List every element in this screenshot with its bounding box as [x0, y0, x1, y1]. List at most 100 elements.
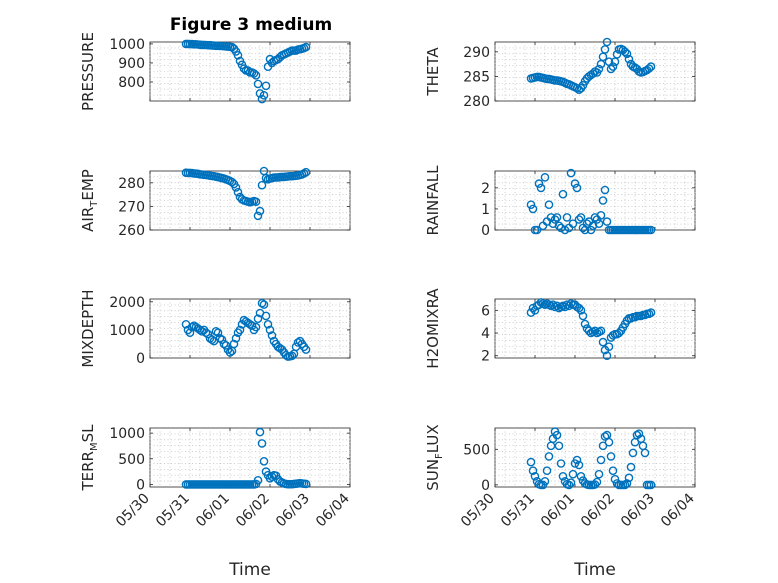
data-point: [578, 311, 588, 321]
data-point: [255, 89, 265, 98]
x-tick-label: 06/03: [618, 491, 658, 531]
series-points: [526, 37, 656, 94]
x-tick-label: 06/01: [193, 491, 233, 531]
data-point: [247, 321, 257, 331]
y-tick-label: 280: [118, 176, 145, 192]
data-point: [534, 179, 544, 188]
data-point: [201, 328, 211, 338]
data-point: [598, 337, 608, 347]
subplot-mixdepth: 0 1000 2000 MIXDEPTH: [79, 289, 351, 368]
y-tick-label: 0: [481, 223, 490, 239]
data-point: [562, 213, 572, 222]
data-point: [211, 326, 221, 336]
y-tick-label: 290: [463, 45, 490, 61]
subplot-sun_flux: 0 500 SUNFLUX 05/30 05/31 06/01 06/02 06/03 06/0…: [424, 424, 698, 580]
data-point: [602, 351, 612, 361]
data-point: [263, 319, 273, 329]
data-point: [564, 480, 574, 490]
y-tick-label: 4: [481, 326, 490, 342]
data-point: [604, 437, 614, 447]
y-axis-label: MIXDEPTH: [79, 289, 97, 367]
data-point: [293, 338, 303, 347]
figure-title: Figure 3 medium: [170, 15, 332, 35]
data-point: [231, 333, 241, 343]
y-axis-label-part: LUX: [424, 424, 442, 453]
data-point: [566, 478, 576, 488]
y-axis-label: RAINFALL: [424, 165, 442, 236]
subplot-rainfall: 0 1 2 RAINFALL: [424, 165, 696, 239]
series-points: [181, 298, 311, 361]
data-point: [540, 476, 550, 486]
data-point: [590, 480, 600, 489]
y-axis-label-part: EMP: [79, 169, 97, 200]
y-tick-label: 270: [118, 199, 145, 215]
data-point: [586, 225, 596, 235]
data-point: [564, 301, 574, 311]
data-point: [261, 81, 271, 91]
x-tick-label: 06/01: [538, 491, 578, 531]
data-point: [233, 187, 243, 197]
data-point: [598, 196, 608, 205]
data-point: [253, 79, 263, 89]
data-point: [606, 452, 616, 461]
y-tick-label: 0: [136, 351, 145, 367]
data-point: [261, 311, 271, 321]
data-point: [281, 350, 291, 360]
data-point: [251, 322, 261, 332]
data-point: [231, 183, 241, 192]
data-point: [534, 300, 544, 310]
data-point: [552, 430, 562, 440]
data-point: [259, 456, 269, 466]
x-tick-label: 06/03: [273, 491, 313, 531]
y-tick-label: 500: [463, 442, 490, 458]
data-point: [225, 348, 235, 357]
y-tick-label: 1: [481, 202, 490, 218]
data-point: [526, 457, 536, 467]
data-point: [253, 475, 263, 485]
data-point: [301, 167, 311, 177]
data-point: [229, 339, 239, 349]
data-point: [287, 351, 297, 361]
data-point: [554, 221, 564, 231]
y-tick-label: 2: [481, 181, 490, 197]
data-point: [644, 64, 654, 73]
data-point: [265, 325, 275, 335]
data-point: [598, 441, 608, 451]
data-point: [566, 168, 576, 178]
data-point: [558, 471, 568, 481]
data-point: [267, 331, 277, 340]
data-point: [584, 326, 594, 336]
data-point: [590, 326, 600, 336]
data-point: [576, 305, 586, 315]
data-point: [602, 37, 612, 47]
data-point: [624, 473, 634, 483]
y-axis-label: AIRTEMP: [79, 169, 100, 232]
data-point: [257, 298, 267, 308]
y-tick-label: 800: [118, 75, 145, 91]
data-point: [301, 479, 311, 489]
axes-frame: [494, 427, 696, 488]
data-point: [221, 341, 231, 350]
data-point: [552, 213, 562, 222]
data-point: [235, 325, 245, 335]
data-point: [213, 328, 223, 338]
data-point: [596, 210, 606, 220]
data-point: [203, 329, 213, 339]
y-tick-label: 900: [118, 56, 145, 72]
y-axis-label-sub: T: [89, 200, 100, 208]
data-point: [544, 200, 554, 209]
axes-frame: [149, 427, 351, 488]
y-axis-label: SUNFLUX: [424, 424, 445, 490]
data-point: [622, 479, 632, 488]
y-tick-label: 0: [481, 478, 490, 494]
data-point: [608, 62, 618, 71]
data-point: [526, 200, 536, 209]
data-point: [594, 219, 604, 228]
x-tick-label: 05/30: [458, 491, 498, 531]
data-point: [646, 62, 656, 71]
data-point: [596, 326, 606, 336]
data-point: [301, 42, 311, 52]
y-axis-label: H2OMIXRA: [424, 288, 442, 369]
data-point: [530, 305, 540, 315]
